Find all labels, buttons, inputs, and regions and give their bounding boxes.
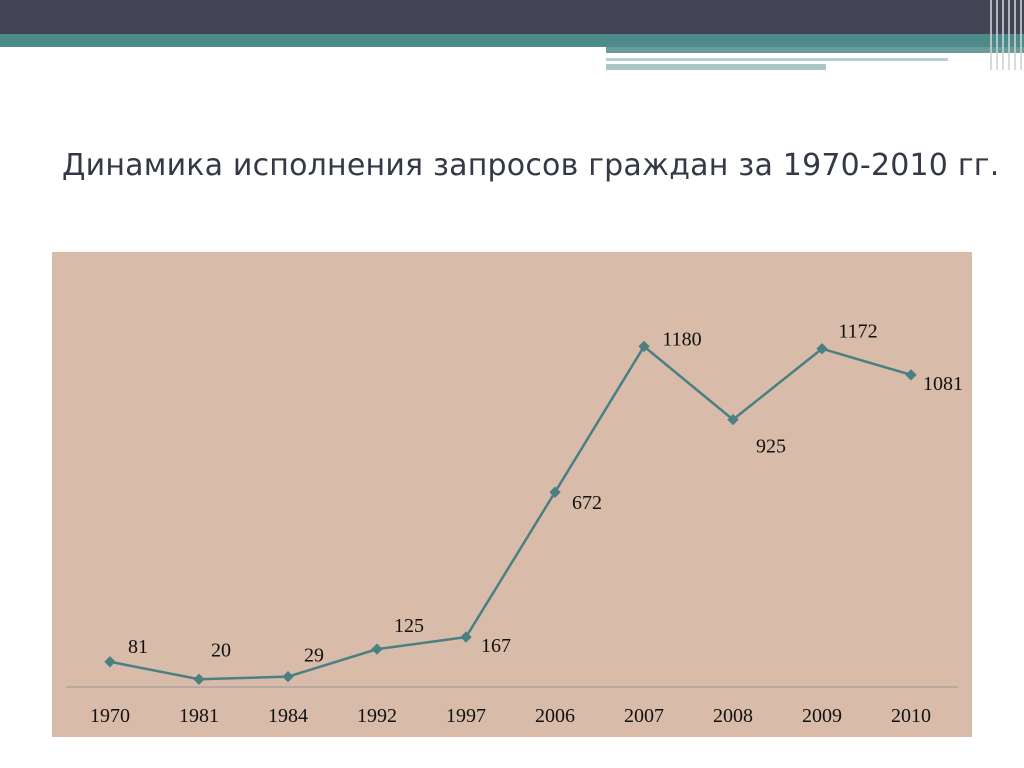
x-tick-label: 2007 (624, 705, 664, 727)
x-tick-label: 1997 (446, 705, 486, 727)
data-label: 29 (304, 645, 324, 667)
header-teal-band-right (606, 47, 1024, 53)
data-label: 125 (394, 615, 424, 637)
x-tick-label: 1992 (357, 705, 397, 727)
data-label: 81 (128, 636, 148, 658)
x-tick-label: 1970 (90, 705, 130, 727)
data-point-marker (193, 673, 205, 685)
data-point-marker (104, 656, 116, 668)
data-point-marker (460, 631, 472, 643)
series-line (109, 344, 912, 681)
data-point-marker (816, 343, 828, 355)
slide-title: Динамика исполнения запросов граждан за … (62, 148, 1000, 183)
data-label: 167 (481, 635, 511, 657)
data-point-marker (371, 643, 383, 655)
data-label: 20 (211, 639, 231, 661)
x-tick-label: 2006 (535, 705, 575, 727)
x-tick-label: 2008 (713, 705, 753, 727)
line-chart: 81 20 29 125 167 672 1180 925 1172 1081 1970 1981 1… (52, 252, 972, 737)
header-light-stripe-2 (606, 64, 826, 70)
data-label: 925 (756, 436, 786, 458)
x-tick-label: 1981 (179, 705, 219, 727)
data-point-marker (282, 671, 294, 683)
header-corner-lines (990, 0, 1024, 70)
data-label: 1180 (662, 328, 701, 350)
x-tick-label: 2010 (891, 705, 931, 727)
x-tick-label: 1984 (268, 705, 308, 727)
data-label: 1081 (923, 373, 963, 395)
data-label: 672 (572, 492, 602, 514)
header-bar (0, 0, 1024, 34)
data-point-marker (905, 369, 917, 381)
chart-svg: 81 20 29 125 167 672 1180 925 1172 1081 1970 1981 1… (66, 321, 963, 727)
x-tick-label: 2009 (802, 705, 842, 727)
header-light-stripe-1 (606, 58, 948, 61)
header-teal-band (0, 34, 1024, 47)
data-point-marker (727, 413, 739, 426)
data-point-marker (638, 340, 650, 353)
data-point-marker (549, 486, 561, 498)
data-label: 1172 (838, 321, 877, 343)
